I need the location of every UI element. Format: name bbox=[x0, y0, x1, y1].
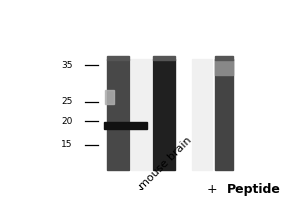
Bar bbox=[104, 122, 147, 129]
Text: Peptide: Peptide bbox=[227, 183, 281, 196]
Text: mouse brain: mouse brain bbox=[137, 135, 193, 191]
Text: 25: 25 bbox=[61, 97, 73, 106]
Bar bbox=[215, 59, 233, 170]
Text: 20: 20 bbox=[61, 117, 73, 126]
Bar bbox=[131, 59, 152, 170]
Bar bbox=[215, 59, 233, 75]
Bar bbox=[192, 59, 212, 170]
Bar bbox=[107, 56, 129, 60]
Bar bbox=[107, 59, 129, 170]
Text: +: + bbox=[207, 183, 218, 196]
Bar bbox=[153, 56, 175, 60]
Text: 15: 15 bbox=[61, 140, 73, 149]
Text: 35: 35 bbox=[61, 61, 73, 70]
Bar bbox=[215, 56, 233, 60]
Bar bbox=[105, 90, 114, 104]
Text: -: - bbox=[139, 183, 143, 196]
Bar bbox=[153, 59, 175, 170]
